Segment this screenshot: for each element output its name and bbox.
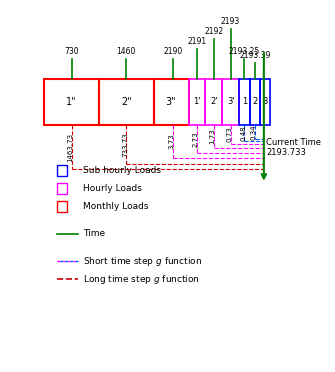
Text: Current Time
2193.733: Current Time 2193.733 (266, 138, 322, 157)
Text: 2190: 2190 (163, 47, 183, 56)
Bar (260, 79, 270, 125)
Text: 0.73: 0.73 (226, 127, 232, 142)
Bar (205, 79, 222, 125)
Bar (222, 79, 239, 125)
Text: Hourly Loads: Hourly Loads (83, 184, 142, 193)
Text: Time: Time (83, 229, 106, 238)
Text: Short time step $g$ function: Short time step $g$ function (83, 255, 203, 268)
Text: Long time step $g$ function: Long time step $g$ function (83, 273, 200, 285)
Text: 733.73: 733.73 (122, 132, 128, 157)
Text: 2": 2" (121, 97, 132, 107)
Text: 730: 730 (64, 47, 79, 56)
Bar (153, 79, 189, 125)
Text: 2.73: 2.73 (193, 131, 199, 147)
Text: 2192: 2192 (204, 27, 223, 36)
Bar (99, 79, 153, 125)
Bar (58, 183, 67, 194)
Text: 1': 1' (193, 97, 201, 106)
Bar (45, 79, 99, 125)
Bar (239, 79, 250, 125)
Bar (250, 79, 260, 125)
Text: 0.48: 0.48 (240, 125, 246, 141)
Text: 1460: 1460 (117, 47, 136, 56)
Text: 2193.39: 2193.39 (239, 51, 270, 60)
Bar (189, 79, 205, 125)
Text: 3': 3' (227, 97, 234, 106)
Text: 3: 3 (262, 97, 268, 106)
Text: 1": 1" (66, 97, 77, 107)
Text: 2193.25: 2193.25 (229, 47, 260, 56)
Text: Monthly Loads: Monthly Loads (83, 202, 149, 211)
Text: Sub hourly Loads: Sub hourly Loads (83, 166, 161, 175)
Text: 2': 2' (210, 97, 218, 106)
Text: 3": 3" (166, 97, 176, 107)
Text: 2: 2 (252, 97, 257, 106)
Text: 2193: 2193 (221, 17, 240, 26)
Bar (58, 201, 67, 212)
Bar (58, 165, 67, 176)
Text: 0.34: 0.34 (251, 124, 257, 140)
Text: 1.73: 1.73 (210, 129, 216, 144)
Text: 3.73: 3.73 (169, 134, 175, 149)
Text: 1: 1 (242, 97, 247, 106)
Text: 2191: 2191 (187, 37, 206, 46)
Text: 1463.73: 1463.73 (67, 132, 73, 161)
